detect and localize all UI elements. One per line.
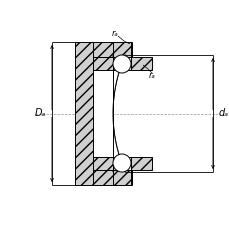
Polygon shape [93, 57, 112, 70]
Polygon shape [131, 57, 151, 70]
Polygon shape [93, 157, 112, 170]
Polygon shape [93, 57, 112, 170]
Polygon shape [75, 42, 93, 185]
Polygon shape [93, 42, 131, 57]
Polygon shape [93, 170, 131, 185]
Polygon shape [131, 157, 151, 170]
Text: dₐ: dₐ [218, 109, 228, 118]
Polygon shape [112, 170, 131, 185]
Text: rₐ: rₐ [148, 72, 155, 81]
Text: rₐ: rₐ [111, 29, 118, 37]
Text: Dₐ: Dₐ [34, 109, 46, 118]
Polygon shape [112, 55, 125, 172]
Circle shape [112, 154, 131, 172]
Polygon shape [112, 42, 131, 57]
Circle shape [112, 55, 131, 73]
Polygon shape [112, 70, 119, 157]
